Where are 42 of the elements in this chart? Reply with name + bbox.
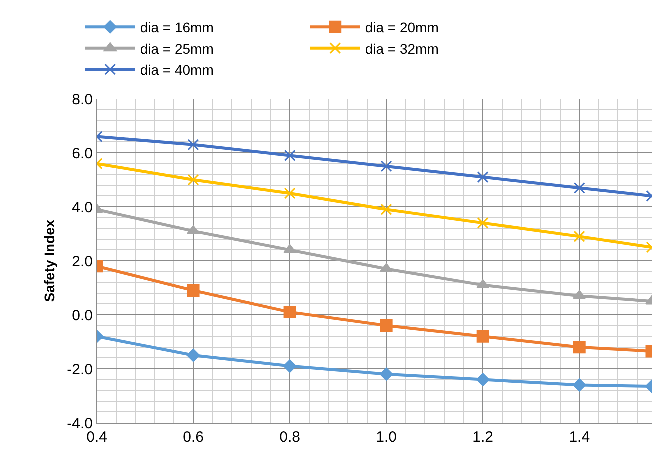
point	[476, 373, 490, 386]
x-tick-label: 0.8	[280, 429, 300, 446]
point	[573, 378, 586, 392]
point	[477, 217, 489, 229]
point	[574, 182, 586, 194]
y-tick-label: 6.0	[72, 145, 93, 162]
y-tick-label: 8.0	[72, 91, 93, 108]
point	[380, 320, 393, 332]
point	[188, 139, 200, 151]
point	[573, 290, 586, 300]
x-tick-label: 1.2	[472, 429, 494, 446]
legend-label: dia = 20mm	[365, 20, 439, 36]
point	[476, 330, 490, 343]
legend-label: dia = 16mm	[140, 20, 214, 36]
point	[573, 341, 586, 354]
y-axis-title: Safety Index	[42, 220, 58, 302]
legend-label: dia = 32mm	[365, 40, 439, 57]
point	[284, 306, 296, 319]
point	[284, 150, 296, 162]
legend-label: dia = 40mm	[140, 62, 214, 78]
point	[380, 263, 394, 272]
point	[283, 360, 297, 373]
x-tick-label: 1.4	[569, 429, 590, 446]
point	[574, 230, 586, 242]
point	[476, 280, 490, 289]
x-tick-label: 0.6	[183, 429, 204, 446]
y-tick-label: 2.0	[72, 253, 93, 270]
point	[187, 226, 200, 235]
legend-label: dia = 25mm	[140, 40, 214, 57]
point	[380, 368, 394, 381]
y-tick-label: 4.0	[72, 199, 93, 216]
y-tick-label: -2.0	[67, 361, 93, 378]
point	[284, 188, 296, 200]
point	[188, 174, 200, 186]
y-tick-label: 0.0	[72, 307, 93, 324]
point	[187, 284, 200, 297]
x-tick-label: 1.0	[376, 429, 397, 446]
point	[380, 160, 392, 172]
point	[186, 348, 200, 362]
point	[284, 244, 297, 254]
point	[380, 204, 392, 216]
point	[477, 172, 489, 184]
